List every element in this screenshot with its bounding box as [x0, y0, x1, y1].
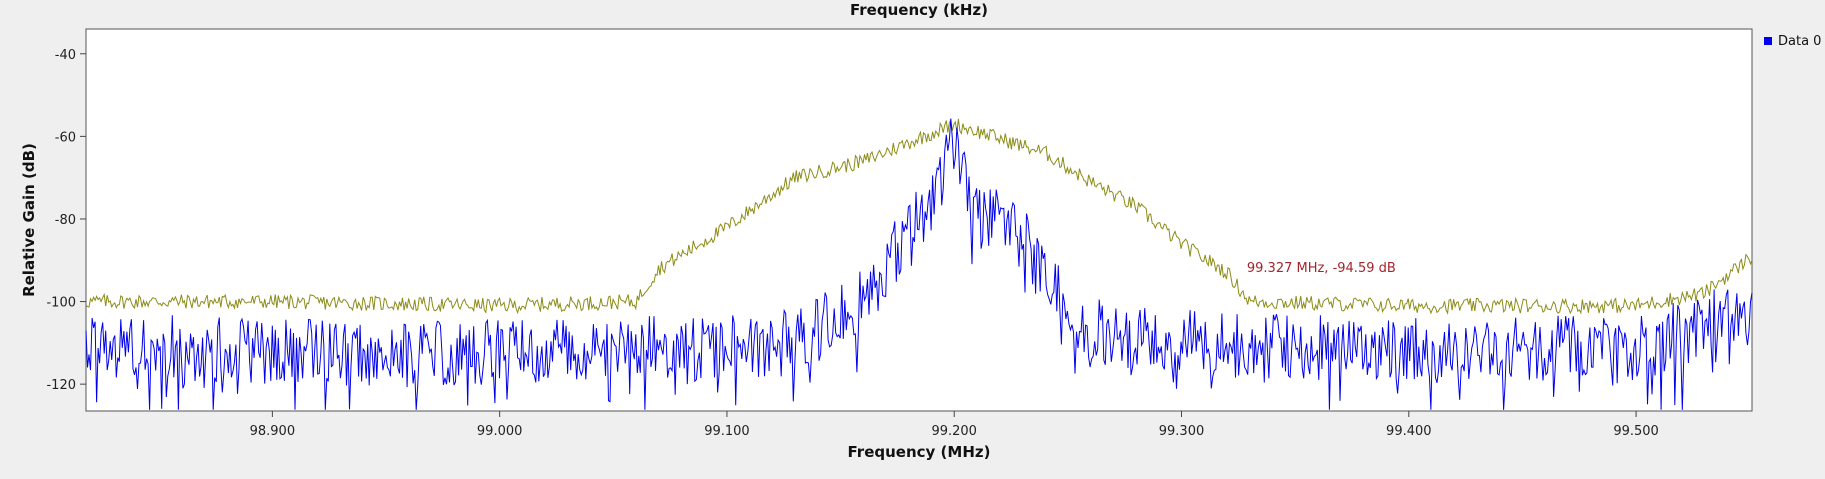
- x-tick-label: 99.200: [931, 424, 977, 439]
- axis-ticks: -40 -60 -80 -100 -120 98.900 99.000 99.100 99.20…: [46, 48, 1658, 439]
- x-tick-label: 98.900: [250, 424, 296, 439]
- series-line-0: [85, 118, 1753, 410]
- legend-swatch-data-0: [1764, 37, 1772, 45]
- chart-title: Frequency (kHz): [850, 1, 988, 19]
- y-tick-label: -120: [46, 378, 76, 393]
- marker-annotation: 99.327 MHz, -94.59 dB: [1247, 261, 1396, 276]
- x-tick-label: 99.500: [1613, 424, 1659, 439]
- series-layer: [85, 118, 1753, 410]
- x-tick-label: 99.400: [1386, 424, 1432, 439]
- y-tick-label: -60: [55, 130, 76, 145]
- x-tick-label: 99.000: [477, 424, 523, 439]
- x-axis-title: Frequency (MHz): [848, 443, 991, 461]
- legend-label-data-0: Data 0: [1778, 34, 1821, 49]
- y-tick-label: -40: [55, 48, 76, 63]
- y-tick-label: -80: [55, 213, 76, 228]
- y-tick-label: -100: [46, 296, 76, 311]
- x-tick-label: 99.300: [1159, 424, 1205, 439]
- y-axis-title: Relative Gain (dB): [20, 143, 38, 297]
- series-line-1: [85, 118, 1753, 315]
- plot-area[interactable]: [85, 28, 1753, 412]
- legend[interactable]: Data 0: [1764, 34, 1821, 49]
- x-tick-label: 99.100: [704, 424, 750, 439]
